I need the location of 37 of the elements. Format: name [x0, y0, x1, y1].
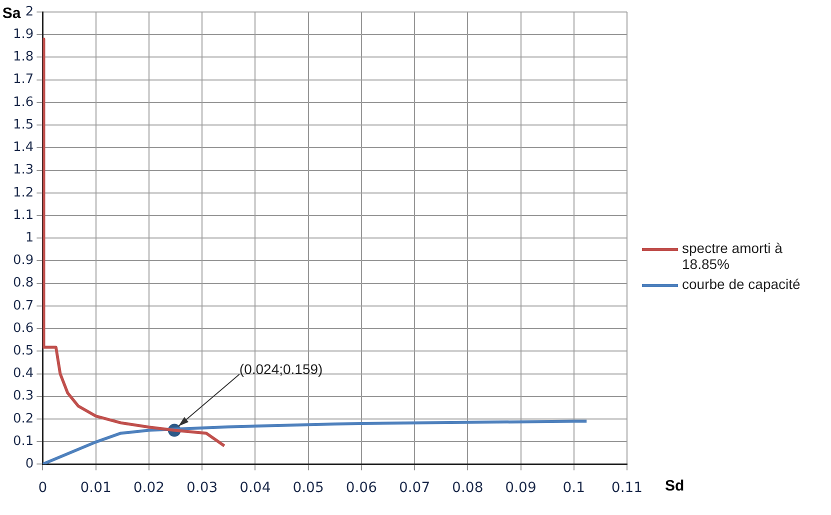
y-tick-label: 2: [25, 4, 34, 20]
y-tick-label: 1.9: [12, 26, 34, 42]
x-tick-label: 0.02: [133, 480, 164, 496]
x-tick-label: 0.05: [292, 480, 324, 496]
y-tick-label: 1.1: [12, 208, 34, 223]
y-axis-title: Sa: [2, 5, 22, 22]
y-tick-label: 1.8: [12, 50, 34, 65]
y-tick-label: 1.4: [12, 140, 34, 156]
y-tick-label: 0.4: [12, 366, 34, 382]
y-tick-label: 0.1: [12, 434, 34, 449]
x-tick-label: 0.11: [611, 480, 643, 496]
x-tick-label: 0.08: [452, 480, 484, 496]
x-tick-label: 0.09: [505, 480, 536, 496]
y-tick-label: 1.5: [12, 117, 34, 132]
y-tick-label: 1.2: [12, 185, 34, 200]
y-tick-label: 0.8: [12, 276, 34, 291]
y-tick-label: 1.7: [12, 72, 34, 88]
x-tick-label: 0.1: [562, 480, 586, 496]
x-tick-label: 0.07: [398, 480, 430, 496]
y-tick-label: 1: [25, 230, 34, 246]
y-tick-label: 0.7: [12, 298, 34, 314]
legend-label: courbe de capacité: [682, 276, 800, 292]
y-tick-label: 1.6: [12, 94, 34, 110]
x-tick-label: 0.03: [186, 480, 218, 496]
y-tick-label: 0.2: [12, 411, 34, 426]
x-tick-label: 0.01: [80, 480, 112, 496]
y-tick-label: 0.3: [12, 388, 34, 404]
x-tick-label: 0.04: [240, 480, 271, 496]
y-tick-label: 1.3: [12, 162, 34, 178]
annotation: (0.024;0.159): [239, 361, 323, 378]
y-tick-label: 0: [25, 456, 34, 472]
x-tick-label: 0: [38, 480, 48, 496]
y-tick-label: 0.6: [12, 320, 34, 336]
x-tick-label: 0.06: [346, 480, 378, 496]
y-tick-label: 0.9: [12, 253, 34, 268]
y-tick-label: 0.5: [12, 344, 34, 359]
x-axis-title: Sd: [665, 477, 684, 494]
